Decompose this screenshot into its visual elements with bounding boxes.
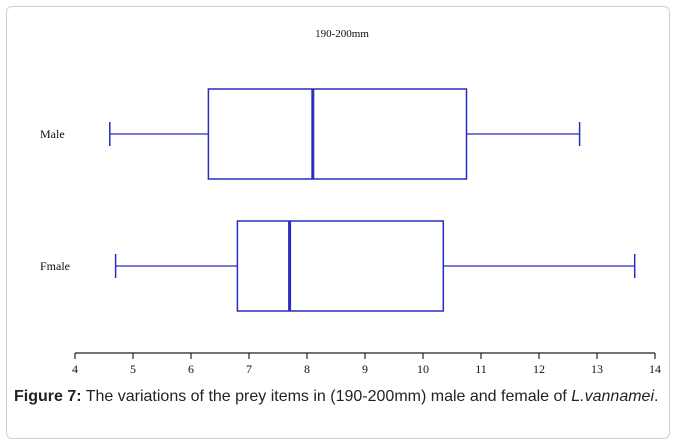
category-label-fmale: Fmale: [40, 259, 70, 273]
category-label-male: Male: [40, 127, 65, 141]
x-tick-label-14: 14: [649, 362, 661, 376]
figure-caption: Figure 7: The variations of the prey ite…: [14, 387, 670, 407]
x-tick-label-9: 9: [362, 362, 368, 376]
x-tick-label-4: 4: [72, 362, 78, 376]
x-tick-label-12: 12: [533, 362, 545, 376]
x-tick-label-13: 13: [591, 362, 603, 376]
boxplot-chart: 190-200mm Male Fmale 4 5 6 7 8 9 10 11 12 13 14: [40, 28, 661, 376]
x-tick-label-5: 5: [130, 362, 136, 376]
box-male: Male: [40, 88, 581, 180]
x-tick-label-7: 7: [246, 362, 252, 376]
iqr-box-male: [207, 88, 468, 180]
x-tick-label-6: 6: [188, 362, 194, 376]
caption-label: Figure 7:: [14, 388, 82, 405]
caption-text: The variations of the prey items in (190…: [81, 388, 572, 405]
box-fmale: Fmale: [40, 220, 636, 312]
x-tick-label-11: 11: [475, 362, 487, 376]
caption-species: L.vannamei: [571, 388, 654, 405]
x-tick-label-8: 8: [304, 362, 310, 376]
iqr-box-fmale: [236, 220, 445, 312]
x-tick-label-10: 10: [417, 362, 429, 376]
figure-frame: [6, 6, 670, 439]
chart-title: 190-200mm: [315, 28, 369, 40]
caption-end: .: [654, 388, 659, 405]
